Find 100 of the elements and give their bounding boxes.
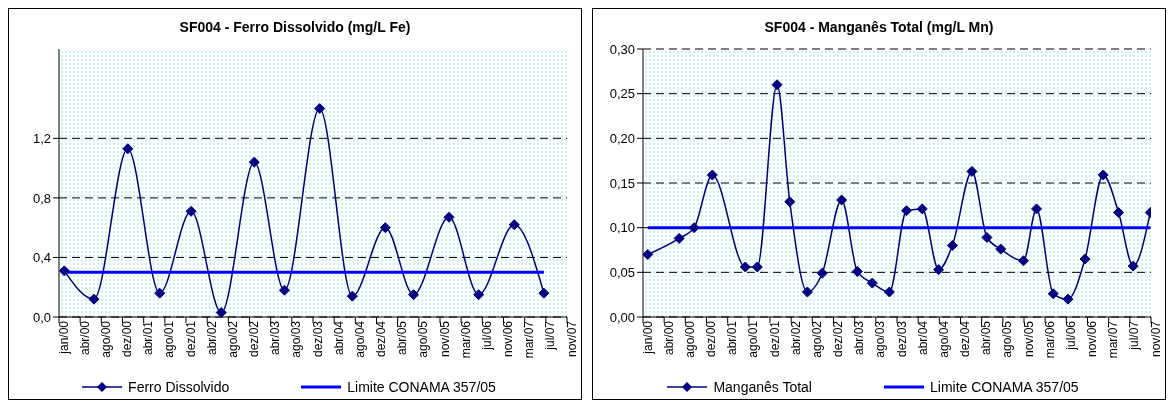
x-tick-label: ago/05 bbox=[416, 320, 431, 358]
point bbox=[215, 307, 227, 317]
point bbox=[538, 287, 550, 299]
point bbox=[248, 156, 260, 168]
point bbox=[346, 290, 358, 302]
point bbox=[816, 267, 828, 279]
x-tick-label: abr/01 bbox=[725, 320, 740, 356]
x-tick-label: mar/07 bbox=[522, 320, 537, 359]
x-tick-label: dez/01 bbox=[183, 320, 198, 358]
x-tick-label: jul/06 bbox=[479, 320, 494, 351]
point bbox=[185, 205, 197, 217]
x-tick-label: nov/07 bbox=[1148, 320, 1163, 358]
point bbox=[314, 103, 326, 115]
point bbox=[1113, 206, 1125, 218]
x-tick-label: mar/06 bbox=[1042, 320, 1057, 359]
point bbox=[771, 79, 783, 91]
x-tick-label: dez/04 bbox=[958, 320, 973, 358]
point bbox=[1062, 293, 1074, 305]
x-tick-label: abr/03 bbox=[852, 320, 867, 356]
x-tick-label: ago/05 bbox=[1000, 320, 1015, 358]
point bbox=[946, 240, 958, 252]
legend-label: Limite CONAMA 357/05 bbox=[347, 379, 496, 395]
x-tick-label: ago/03 bbox=[289, 320, 304, 358]
y-tick-label: 0,20 bbox=[609, 130, 635, 146]
x-tick-label: ago/02 bbox=[225, 320, 240, 358]
point bbox=[966, 165, 978, 177]
x-tick-label: dez/03 bbox=[894, 320, 909, 358]
point bbox=[933, 264, 945, 276]
point bbox=[122, 143, 134, 155]
x-tick-label: jan/00 bbox=[640, 320, 655, 355]
x-tick-label: mar/07 bbox=[1106, 320, 1121, 359]
y-tick-label: 0,8 bbox=[32, 190, 51, 206]
point bbox=[706, 169, 718, 181]
point bbox=[801, 286, 813, 298]
x-tick-label: nov/05 bbox=[1021, 320, 1036, 358]
x-tick-label: abr/02 bbox=[788, 320, 803, 356]
y-tick-label: 0,30 bbox=[609, 41, 635, 57]
x-tick-label: abr/00 bbox=[661, 320, 676, 356]
point bbox=[1079, 253, 1091, 265]
point bbox=[688, 222, 700, 234]
x-tick-label: abr/01 bbox=[141, 320, 156, 356]
x-tick-label: dez/02 bbox=[831, 320, 846, 358]
x-tick-label: ago/01 bbox=[746, 320, 761, 358]
point bbox=[1031, 203, 1043, 215]
y-tick-label: 0,10 bbox=[609, 220, 635, 236]
point bbox=[981, 231, 993, 243]
x-tick-label: dez/03 bbox=[310, 320, 325, 358]
point bbox=[508, 219, 520, 231]
chart-title: SF004 - Manganês Total (mg/L Mn) bbox=[763, 19, 995, 35]
x-tick-label: dez/02 bbox=[247, 320, 262, 358]
x-tick-label: abr/04 bbox=[915, 320, 930, 356]
point bbox=[739, 261, 751, 273]
x-tick-label: nov/05 bbox=[437, 320, 452, 358]
point bbox=[901, 205, 913, 217]
point bbox=[443, 211, 455, 223]
x-tick-label: nov/07 bbox=[564, 320, 579, 358]
y-tick-label: 0,0 bbox=[32, 309, 51, 325]
x-tick-label: abr/03 bbox=[268, 320, 283, 356]
x-tick-label: jul/07 bbox=[1127, 320, 1142, 351]
point bbox=[278, 284, 290, 296]
point bbox=[673, 232, 685, 244]
point bbox=[473, 289, 485, 301]
x-tick-label: ago/00 bbox=[98, 320, 113, 358]
x-tick-label: ago/00 bbox=[682, 320, 697, 358]
point bbox=[1127, 260, 1139, 272]
legend-label: Limite CONAMA 357/05 bbox=[929, 379, 1079, 395]
point bbox=[1097, 169, 1109, 181]
x-tick-label: jul/06 bbox=[1063, 320, 1078, 351]
chart-title: SF004 - Ferro Dissolvido (mg/L Fe) bbox=[178, 19, 412, 35]
point bbox=[643, 248, 654, 260]
x-tick-label: dez/00 bbox=[704, 320, 719, 358]
legend-label: Ferro Dissolvido bbox=[128, 379, 230, 395]
x-tick-label: abr/02 bbox=[204, 320, 219, 356]
point bbox=[784, 196, 796, 208]
y-tick-label: 0,05 bbox=[609, 264, 635, 280]
y-tick-label: 0,25 bbox=[609, 86, 635, 102]
point bbox=[1017, 255, 1029, 267]
x-tick-label: jan/00 bbox=[56, 320, 71, 355]
x-tick-label: dez/04 bbox=[374, 320, 389, 358]
x-tick-label: nov/06 bbox=[1085, 320, 1100, 358]
point bbox=[379, 222, 391, 234]
x-tick-label: nov/06 bbox=[501, 320, 516, 358]
point bbox=[408, 289, 420, 301]
x-tick-label: jul/07 bbox=[543, 320, 558, 351]
x-tick-label: ago/04 bbox=[936, 320, 951, 358]
x-tick-label: dez/00 bbox=[120, 320, 135, 358]
x-tick-label: mar/06 bbox=[458, 320, 473, 359]
y-tick-label: 0,15 bbox=[609, 175, 635, 191]
point bbox=[995, 243, 1007, 255]
y-tick-label: 1,2 bbox=[32, 130, 51, 146]
point bbox=[866, 277, 878, 289]
x-tick-label: abr/05 bbox=[979, 320, 994, 356]
x-tick-label: ago/03 bbox=[873, 320, 888, 358]
x-tick-label: ago/01 bbox=[162, 320, 177, 358]
point bbox=[88, 293, 100, 305]
point bbox=[751, 261, 763, 273]
point bbox=[154, 287, 166, 299]
x-tick-label: ago/04 bbox=[352, 320, 367, 358]
y-tick-label: 0,4 bbox=[32, 250, 51, 266]
point bbox=[883, 286, 895, 298]
